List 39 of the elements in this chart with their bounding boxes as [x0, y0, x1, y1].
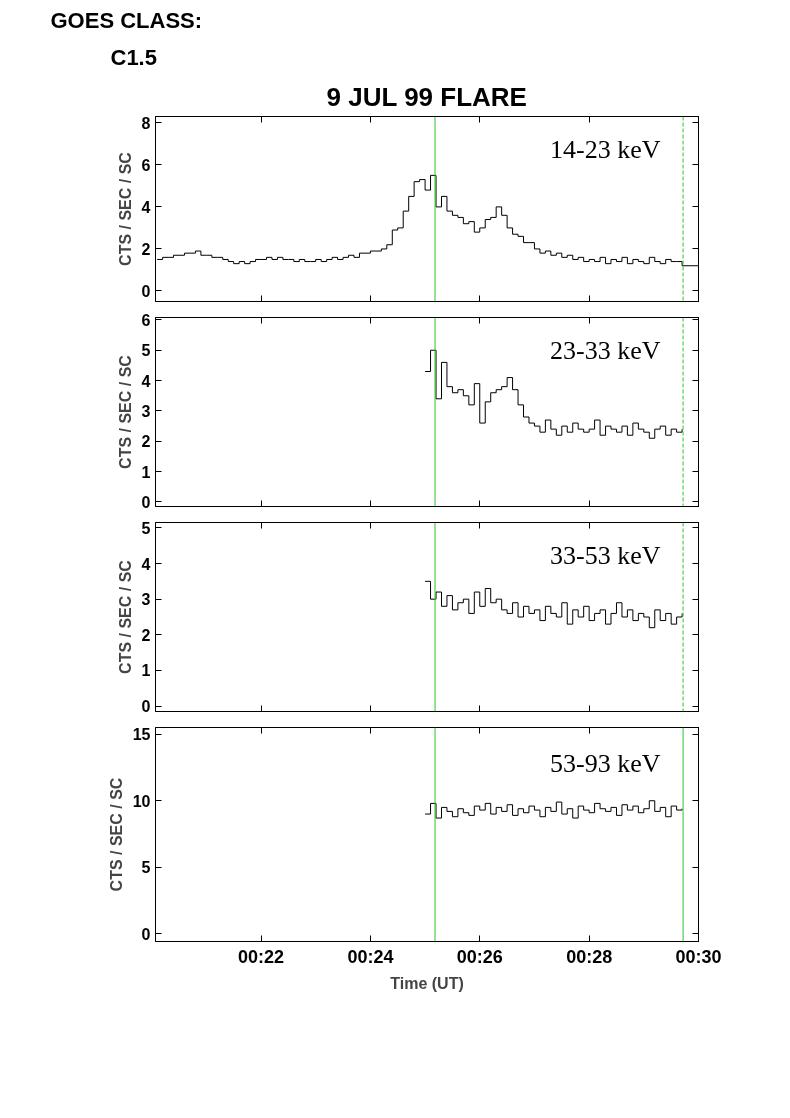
y-tick-label: 0: [141, 925, 151, 943]
text: GOES CLASS:: [50, 7, 203, 33]
y-tick-label: 5: [141, 859, 151, 877]
y-tick-label: 2: [141, 433, 151, 451]
y-tick-label: 0: [141, 282, 151, 300]
y-tick-label: 0: [141, 493, 151, 511]
text: C1.5: [110, 44, 157, 70]
y-tick-label: 1: [141, 662, 151, 680]
x-tick-label: 00:26: [456, 946, 503, 967]
y-tick-label: 3: [141, 591, 151, 609]
y-tick-label: 5: [141, 519, 151, 537]
y-tick-label: 2: [141, 240, 151, 258]
legend-label: 53-93 keV: [550, 748, 661, 778]
x-tick-label: 00:28: [566, 946, 613, 967]
y-axis-title: CTS / SEC / SC: [116, 354, 134, 469]
x-tick-label: 00:22: [238, 946, 285, 967]
x-tick-label: 00:30: [675, 946, 722, 967]
x-tick-label: 00:24: [347, 946, 394, 967]
y-tick-label: 3: [141, 402, 151, 420]
y-tick-label: 1: [141, 463, 151, 481]
y-tick-label: 2: [141, 626, 151, 644]
y-axis-title: CTS / SEC / SC: [107, 777, 125, 892]
legend-label: 23-33 keV: [550, 336, 661, 366]
y-tick-label: 6: [141, 311, 151, 329]
y-tick-label: 4: [141, 555, 151, 573]
y-tick-label: 10: [132, 792, 151, 810]
y-tick-label: 4: [141, 198, 151, 216]
y-tick-label: 5: [141, 342, 151, 360]
x-axis-title: Time (UT): [390, 974, 464, 992]
legend-label: 33-53 keV: [550, 541, 661, 571]
y-axis-title: CTS / SEC / SC: [116, 151, 134, 266]
y-tick-label: 6: [141, 156, 151, 174]
y-tick-label: 8: [141, 114, 151, 132]
y-tick-label: 4: [141, 372, 151, 390]
y-tick-label: 15: [132, 726, 151, 744]
legend-label: 14-23 keV: [550, 135, 661, 164]
y-axis-title: CTS / SEC / SC: [116, 559, 134, 674]
chart-title: 9 JUL 99 FLARE: [326, 81, 527, 112]
y-tick-label: 0: [141, 698, 151, 716]
